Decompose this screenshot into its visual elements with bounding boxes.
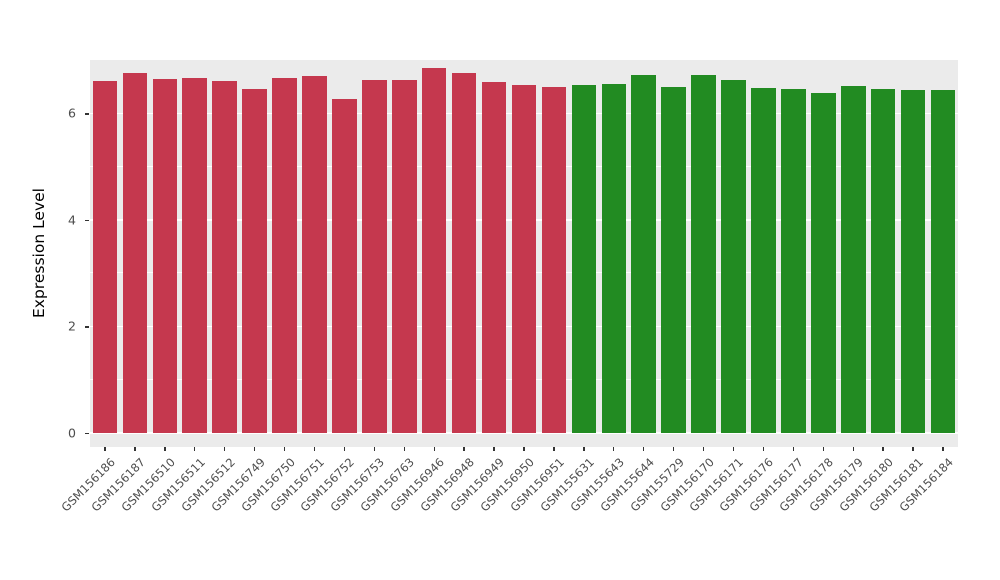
plot-panel (90, 60, 958, 447)
x-tick-mark (283, 447, 286, 451)
y-tick-mark (85, 433, 89, 435)
bar-GSM156752 (332, 98, 357, 433)
y-tick-label: 0 (68, 425, 76, 441)
bar-GSM156949 (481, 82, 507, 433)
bar-GSM156176 (751, 87, 776, 433)
bar-GSM156512 (212, 81, 237, 433)
y-tick-label: 6 (68, 105, 76, 121)
bar-GSM156763 (392, 80, 417, 433)
x-tick-mark (164, 447, 166, 451)
bar-GSM156186 (92, 81, 118, 433)
x-tick-mark (134, 447, 136, 451)
y-tick-label: 2 (68, 318, 76, 334)
bar-GSM156170 (691, 74, 716, 433)
bar-GSM156951 (541, 86, 567, 433)
x-tick-mark (223, 447, 226, 451)
x-tick-mark (373, 447, 376, 451)
x-tick-mark (822, 447, 824, 451)
bar-GSM156950 (511, 85, 537, 433)
x-tick-mark (702, 447, 705, 451)
x-tick-mark (194, 447, 196, 451)
x-tick-mark (942, 447, 944, 451)
bar-GSM156180 (870, 89, 896, 433)
bar-GSM156511 (182, 77, 208, 433)
bar-GSM156179 (840, 85, 866, 433)
y-tick-mark (85, 219, 89, 222)
bar-GSM156177 (781, 89, 806, 433)
bar-GSM156187 (122, 73, 148, 433)
bar-GSM156946 (421, 68, 447, 433)
bar-GSM156948 (451, 73, 477, 433)
x-tick-mark (643, 447, 645, 451)
x-tick-mark (313, 447, 316, 451)
bar-GSM156181 (900, 90, 926, 433)
x-tick-mark (523, 447, 525, 451)
x-tick-mark (403, 447, 405, 451)
bar-GSM156184 (930, 90, 956, 433)
x-tick-mark (553, 447, 555, 451)
bar-GSM156178 (811, 93, 836, 433)
y-tick-label: 4 (68, 212, 76, 228)
y-axis: 0 2 4 6 (0, 60, 84, 447)
x-tick-mark (912, 447, 914, 451)
x-tick-mark (732, 447, 735, 451)
x-tick-mark (433, 447, 435, 451)
bar-GSM156749 (242, 89, 267, 433)
x-tick-mark (762, 447, 765, 451)
bar-GSM156510 (152, 78, 178, 433)
bar-GSM156751 (302, 76, 327, 433)
x-tick-mark (463, 447, 465, 451)
bar-GSM155644 (631, 74, 656, 433)
x-tick-mark (882, 447, 884, 451)
gridline-major (90, 432, 958, 434)
y-tick-mark (85, 326, 89, 328)
x-tick-mark (343, 447, 346, 451)
x-tick-mark (583, 447, 585, 451)
x-tick-mark (104, 447, 106, 451)
x-tick-mark (493, 447, 495, 451)
x-tick-mark (613, 447, 615, 451)
y-tick-mark (85, 113, 89, 115)
bar-GSM156171 (721, 80, 746, 433)
bar-GSM156750 (272, 77, 297, 433)
x-tick-mark (852, 447, 854, 451)
x-tick-mark (672, 447, 675, 451)
bar-GSM155631 (571, 85, 597, 433)
x-tick-mark (792, 447, 795, 451)
bar-GSM156753 (362, 80, 387, 433)
x-tick-mark (253, 447, 256, 451)
bar-GSM155643 (601, 83, 627, 433)
bar-GSM155729 (661, 86, 686, 433)
